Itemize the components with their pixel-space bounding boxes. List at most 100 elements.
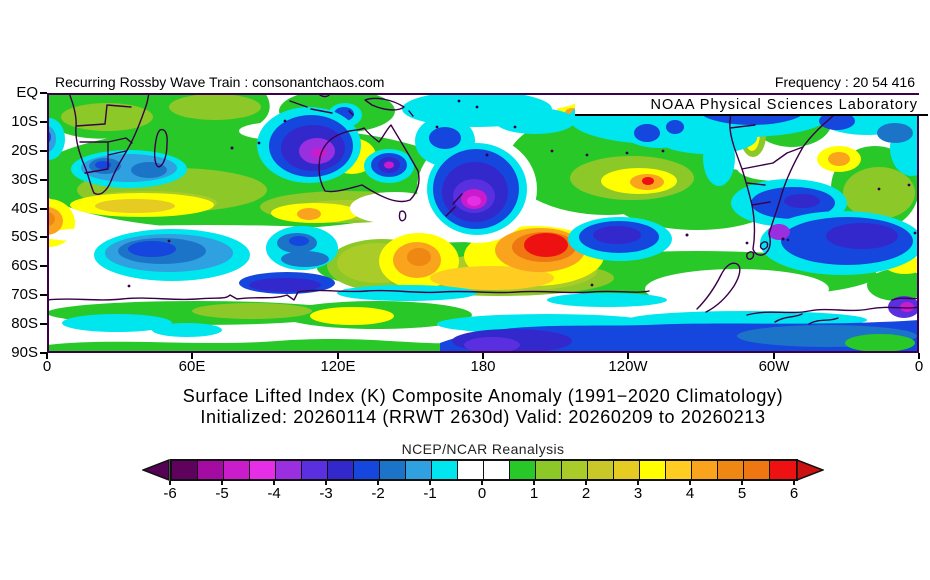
island-dots [127,99,917,288]
chart-title: Surface Lifted Index (K) Composite Anoma… [182,386,784,406]
y-axis-label-70s: 70S [11,286,38,303]
colorbar-cell [614,461,640,479]
y-axis-tick [40,294,47,296]
colorbar-label-m3: -3 [319,485,333,502]
frequency-label: Frequency : 20 54 416 [774,74,915,90]
y-axis-tick [40,208,47,210]
colorbar-cell [328,461,354,479]
colorbar-label-2: 2 [581,485,591,502]
x-axis-tick [191,353,193,359]
colorbar-label-m2: -2 [371,485,385,502]
anomaly-field [23,89,930,353]
watermark-text: Recurring Rossby Wave Train : consonantc… [55,74,385,90]
colorbar-tick [325,481,327,485]
y-axis-label-80s: 80S [11,315,38,332]
y-axis-tick [40,265,47,267]
colorbar-tick [221,481,223,485]
x-axis-tick [918,353,920,359]
colorbar-cell [588,461,614,479]
x-axis-tick [482,353,484,359]
colorbar-label-4: 4 [685,485,695,502]
colorbar-tick [481,481,483,485]
colorbar-tick [273,481,275,485]
colorbar-label-3: 3 [633,485,643,502]
y-axis-tick [40,92,47,94]
x-axis-label-120e: 120E [320,358,356,375]
x-axis-tick [337,353,339,359]
colorbar-tick [741,481,743,485]
colorbar-label-m5: -5 [215,485,229,502]
colorbar-tick [637,481,639,485]
y-axis-label-30s: 30S [11,171,38,188]
colorbar-cell [510,461,536,479]
y-axis-label-50s: 50S [11,228,38,245]
y-axis-label-60s: 60S [11,257,38,274]
colorbar-cell [224,461,250,479]
colorbar-label-0: 0 [477,485,487,502]
noaa-psl-label-box: NOAA Physical Sciences Laboratory [575,95,928,116]
x-axis-label-0a: 0 [42,358,52,375]
colorbar-cell [250,461,276,479]
colorbar-cell [770,461,796,479]
colorbar-label-5: 5 [737,485,747,502]
colorbar [170,459,798,481]
colorbar-left-arrow [140,458,170,482]
colorbar-cell [406,461,432,479]
colorbar-label-m6: -6 [163,485,177,502]
colorbar-tick [533,481,535,485]
y-axis-label-40s: 40S [11,200,38,217]
coastlines [46,92,920,325]
colorbar-tick [689,481,691,485]
x-axis-label-60e: 60E [178,358,206,375]
colorbar-cell [484,461,510,479]
colorbar-label-m4: -4 [267,485,281,502]
anomaly-map [23,89,930,353]
colorbar-tick [793,481,795,485]
y-axis-label-eq: EQ [16,84,38,101]
colorbar-cell [432,461,458,479]
colorbar-cell [198,461,224,479]
x-axis-tick [627,353,629,359]
y-axis-tick [40,323,47,325]
colorbar-cell [692,461,718,479]
colorbar-cell [744,461,770,479]
colorbar-cell [458,461,484,479]
colorbar-cell [302,461,328,479]
anomaly-map-svg [23,89,930,353]
y-axis-tick [40,150,47,152]
y-axis-tick [40,121,47,123]
colorbar-right-arrow [796,458,826,482]
chart-subtitle: Initialized: 20260114 (RRWT 2630d) Valid… [200,407,766,427]
data-source-label: NCEP/NCAR Reanalysis [401,441,565,457]
colorbar-tick [169,481,171,485]
colorbar-cell [380,461,406,479]
x-axis-label-180: 180 [470,358,496,375]
colorbar-cell [718,461,744,479]
x-axis-label-120w: 120W [608,358,648,375]
colorbar-label-6: 6 [789,485,799,502]
colorbar-cell [276,461,302,479]
colorbar-cell [562,461,588,479]
map-border [47,93,919,353]
colorbar-tick [585,481,587,485]
colorbar-cell [354,461,380,479]
colorbar-tick [377,481,379,485]
noaa-psl-label: NOAA Physical Sciences Laboratory [650,96,918,113]
colorbar-cell [640,461,666,479]
colorbar-tick [429,481,431,485]
x-axis-tick [46,353,48,359]
colorbar-cell [172,461,198,479]
colorbar-cell [666,461,692,479]
colorbar-label-1: 1 [529,485,539,502]
x-axis-label-60w: 60W [758,358,790,375]
y-axis-label-90s: 90S [11,344,38,361]
y-axis-tick [40,352,47,354]
y-axis-tick [40,236,47,238]
colorbar-cell [536,461,562,479]
x-axis-tick [773,353,775,359]
y-axis-label-10s: 10S [11,113,38,130]
y-axis-label-20s: 20S [11,142,38,159]
colorbar-label-m1: -1 [423,485,437,502]
y-axis-tick [40,179,47,181]
